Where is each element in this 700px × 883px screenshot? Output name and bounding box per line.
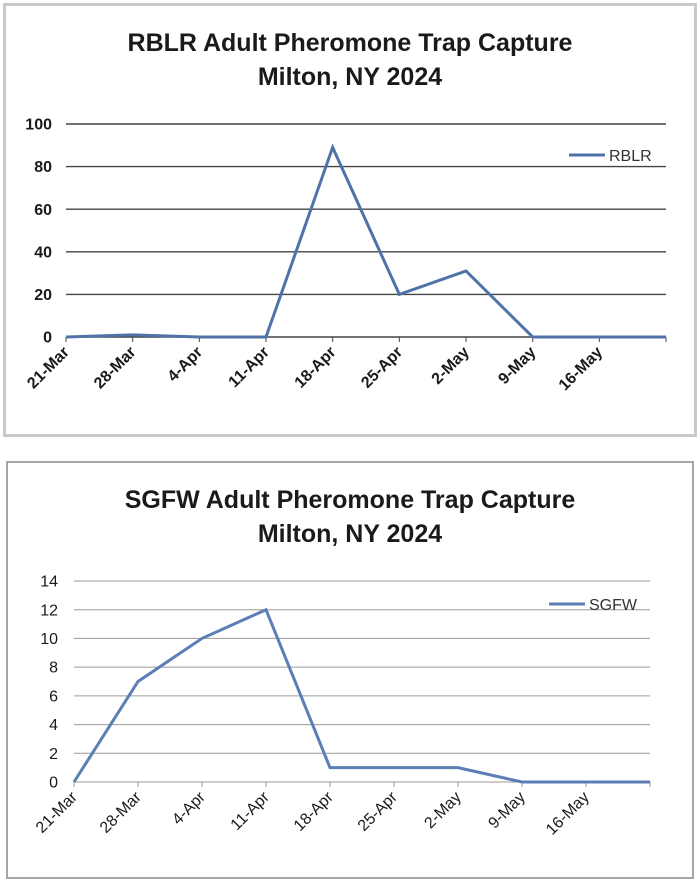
y-tick-label: 0 (49, 775, 58, 792)
y-tick-label: 8 (49, 660, 58, 677)
chart-title-line1: RBLR Adult Pheromone Trap Capture (127, 29, 573, 57)
x-tick-label: 28-Mar (91, 344, 139, 392)
x-tick-label: 18-Apr (291, 788, 337, 834)
x-tick-label: 2-May (429, 344, 473, 388)
y-tick-label: 80 (34, 159, 52, 176)
chart-title-line1: SGFW Adult Pheromone Trap Capture (124, 486, 576, 514)
x-tick-label: 9-May (485, 789, 528, 832)
x-tick-label: 16-May (543, 789, 593, 839)
x-tick-label: 11-Apr (228, 788, 274, 834)
legend-label: SGFW (589, 597, 638, 614)
y-tick-label: 0 (43, 330, 52, 347)
x-tick-label: 2-May (421, 789, 464, 832)
x-tick-label: 25-Apr (358, 344, 406, 392)
y-tick-label: 6 (49, 688, 58, 705)
y-tick-label: 14 (40, 574, 58, 591)
y-tick-label: 4 (49, 717, 58, 734)
y-tick-label: 60 (34, 202, 52, 219)
x-tick-label: 4-Apr (165, 344, 207, 386)
chart-title: RBLR Adult Pheromone Trap Capture Milton… (6, 26, 694, 94)
x-tick-label: 9-May (495, 344, 539, 388)
rblr-chart-panel: RBLR Adult Pheromone Trap Capture Milton… (3, 3, 697, 437)
chart-title-line2: Milton, NY 2024 (257, 63, 443, 91)
x-tick-label: 21-Mar (24, 344, 72, 392)
chart-title: SGFW Adult Pheromone Trap Capture Milton… (8, 483, 692, 551)
y-tick-label: 20 (34, 287, 52, 304)
y-tick-label: 100 (25, 117, 52, 134)
y-tick-label: 10 (40, 631, 58, 648)
sgfw-chart-panel: SGFW Adult Pheromone Trap Capture Milton… (6, 461, 694, 879)
legend-label: RBLR (609, 148, 652, 165)
y-tick-label: 12 (40, 602, 58, 619)
x-tick-label: 25-Apr (355, 788, 401, 834)
x-tick-label: 18-Apr (292, 344, 340, 392)
rblr-line-chart: 0 20 40 60 80 100 21-Mar 28-Mar 4-Apr 11-Apr 18-Ap… (24, 117, 667, 394)
x-tick-label: 4-Apr (169, 788, 209, 828)
x-tick-label: 11-Apr (226, 344, 273, 391)
y-tick-label: 40 (34, 244, 52, 261)
y-tick-label: 2 (49, 746, 58, 763)
sgfw-line-chart: 0 2 4 6 8 10 12 14 21-Mar 28-Mar 4-Apr 11-Apr 18-Apr… (33, 574, 651, 839)
chart-title-line2: Milton, NY 2024 (257, 520, 443, 548)
x-tick-label: 28-Mar (97, 788, 145, 836)
series-line (65, 143, 666, 339)
x-tick-label: 16-May (556, 344, 606, 394)
series-line (72, 607, 650, 784)
x-tick-label: 21-Mar (33, 788, 81, 836)
